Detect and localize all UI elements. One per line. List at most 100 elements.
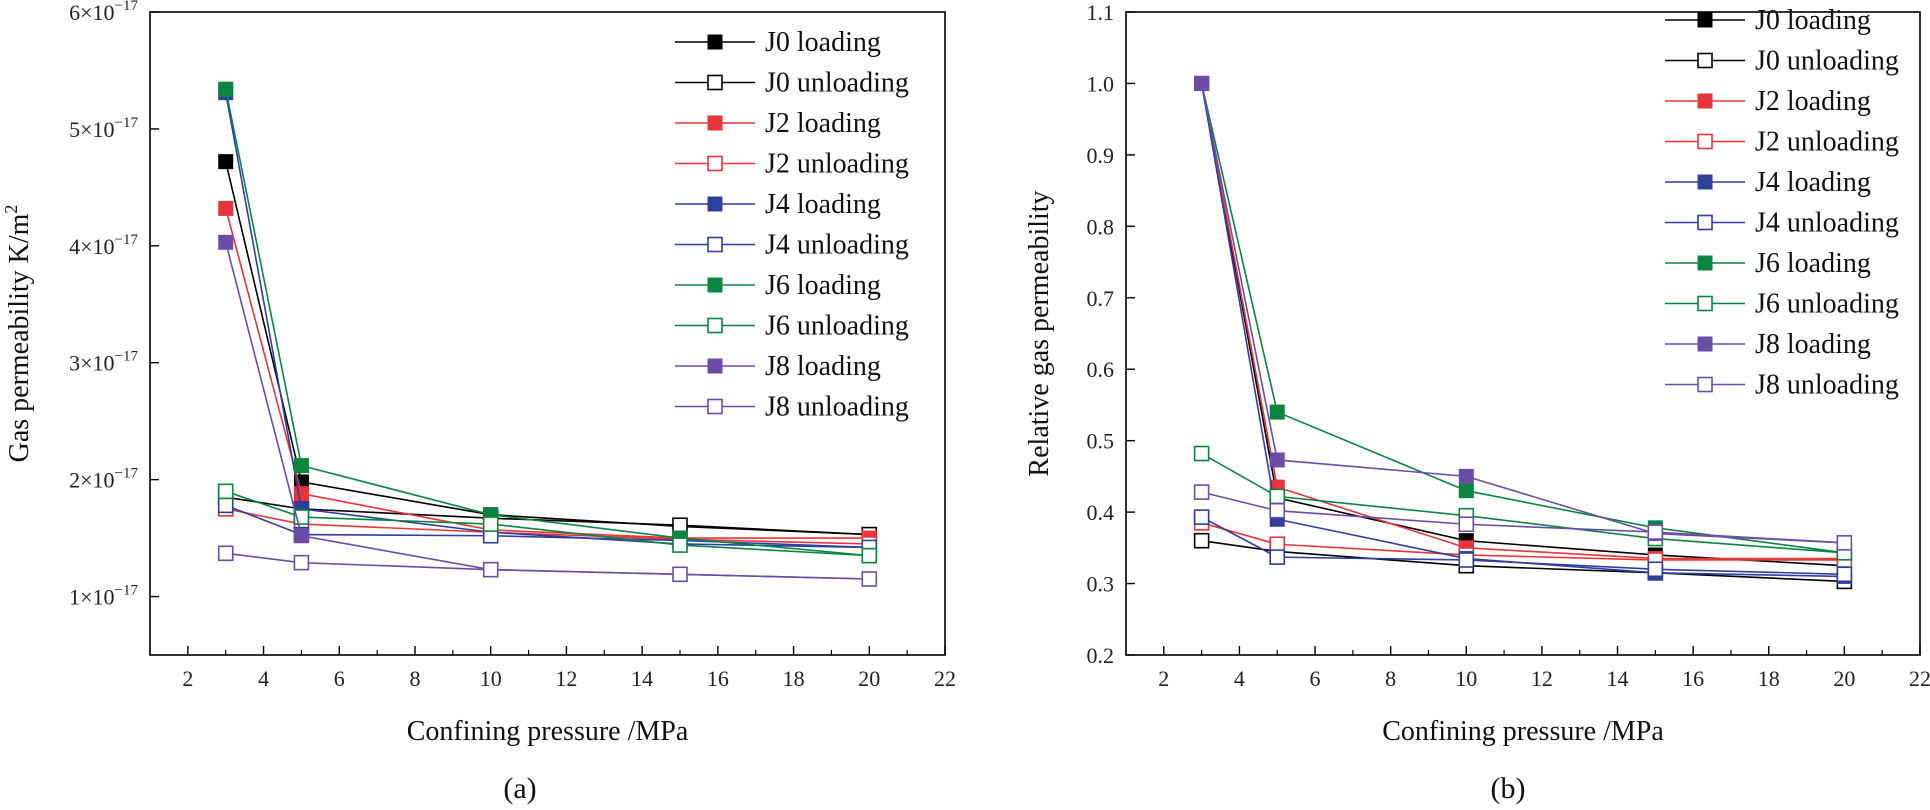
y-tick-mantissa: 6×10 bbox=[69, 0, 114, 25]
y-tick-mantissa: 2×10 bbox=[69, 468, 114, 493]
x-tick-label: 6 bbox=[1310, 666, 1321, 691]
series-j4-unloading bbox=[1193, 509, 1853, 583]
legend-item: J6 unloading bbox=[675, 311, 909, 342]
legend-marker bbox=[1697, 52, 1713, 69]
legend-label: J0 loading bbox=[765, 27, 881, 58]
legend-label: J8 loading bbox=[1755, 329, 1871, 360]
legend-marker bbox=[707, 236, 723, 253]
y-tick-mantissa: 4×10 bbox=[69, 234, 114, 259]
legend-marker bbox=[1697, 255, 1713, 271]
legend-item: J6 loading bbox=[1665, 248, 1871, 279]
data-point bbox=[218, 81, 234, 97]
x-tick-label: 16 bbox=[1682, 666, 1704, 691]
legend-item: J4 unloading bbox=[675, 230, 909, 261]
data-point bbox=[482, 561, 499, 578]
data-point bbox=[218, 200, 234, 216]
legend-marker bbox=[707, 358, 723, 374]
data-point bbox=[1458, 552, 1475, 568]
series-line bbox=[225, 552, 870, 580]
legend-label: J0 loading bbox=[1755, 5, 1871, 36]
data-point bbox=[1269, 502, 1286, 519]
legend-label: J8 unloading bbox=[1755, 370, 1899, 401]
legend-label: J2 unloading bbox=[765, 149, 909, 180]
legend-item: J4 loading bbox=[675, 189, 881, 220]
y-tick-label: 0.6 bbox=[1087, 357, 1115, 382]
data-point bbox=[218, 154, 234, 170]
legend-marker bbox=[1697, 336, 1713, 352]
series-line bbox=[1200, 83, 1845, 554]
y-tick-mantissa: 5×10 bbox=[69, 117, 114, 142]
y-tick-label: 0.8 bbox=[1087, 214, 1115, 239]
legend-item: J6 unloading bbox=[1665, 289, 1899, 320]
legend-item: J4 loading bbox=[1665, 167, 1871, 198]
plot-frame-b bbox=[1125, 11, 1921, 656]
legend-marker bbox=[707, 277, 723, 293]
data-point bbox=[1836, 535, 1853, 551]
data-point bbox=[293, 554, 310, 571]
y-tick-label: 1.1 bbox=[1087, 0, 1115, 25]
y-tick-exponent: −17 bbox=[115, 583, 139, 599]
legend-label: J0 unloading bbox=[765, 68, 909, 99]
legend-item: J8 loading bbox=[675, 351, 881, 382]
legend-label: J4 unloading bbox=[765, 230, 909, 261]
y-tick-exponent: −17 bbox=[115, 0, 139, 14]
x-tick-label: 6 bbox=[334, 666, 345, 691]
legend-item: J6 loading bbox=[675, 270, 881, 301]
panel-label: (a) bbox=[503, 772, 536, 805]
chart-panel-b: 2 4 6 8 10 12 14 16 18 20 22 0.2 0.3 0.4 0.5 0.6 0.7 0.8 0… bbox=[1024, 0, 1930, 805]
legend-label: J2 loading bbox=[1755, 86, 1871, 117]
legend-item: J0 unloading bbox=[1665, 46, 1899, 77]
legend-item: J0 loading bbox=[1665, 5, 1871, 36]
series-j2-loading bbox=[1194, 75, 1852, 567]
y-tick-mantissa: 3×10 bbox=[69, 351, 114, 376]
legend-item: J4 unloading bbox=[1665, 208, 1899, 239]
series-j6-loading bbox=[1194, 75, 1852, 561]
data-point bbox=[1836, 566, 1853, 583]
legend-marker bbox=[1697, 133, 1713, 150]
y-tick-label: 0.5 bbox=[1087, 429, 1115, 454]
series-j6-unloading bbox=[217, 483, 878, 564]
data-point bbox=[1194, 75, 1210, 91]
legend-label: J6 loading bbox=[765, 270, 881, 301]
legend-item: J2 loading bbox=[675, 108, 881, 139]
x-tick-label: 22 bbox=[934, 666, 956, 691]
legend: J0 loading J0 unloading J2 loading J2 unloa… bbox=[675, 27, 909, 423]
legend-marker bbox=[1697, 376, 1713, 393]
y-tick-exponent: −17 bbox=[115, 349, 139, 365]
legend: J0 loading J0 unloading J2 loading J2 unloa… bbox=[1665, 5, 1899, 401]
y-tick-label: 2×10−17 bbox=[69, 466, 138, 493]
x-tick-label: 20 bbox=[858, 666, 880, 691]
y-axis-label: Gas permeability K/m2 bbox=[1, 205, 35, 463]
series-j4-loading bbox=[1194, 75, 1852, 584]
legend-marker bbox=[707, 115, 723, 131]
legend-marker bbox=[1697, 174, 1713, 190]
data-point bbox=[1269, 404, 1285, 420]
y-tick-label: 1×10−17 bbox=[69, 583, 138, 610]
y-tick-label: 0.2 bbox=[1087, 643, 1115, 668]
y-tick-label: 4×10−17 bbox=[69, 232, 138, 259]
data-point bbox=[1458, 516, 1475, 533]
data-point bbox=[1269, 452, 1285, 468]
data-point bbox=[1269, 549, 1286, 565]
legend-marker bbox=[707, 398, 723, 415]
legend-marker bbox=[707, 34, 723, 50]
y-tick-exponent: −17 bbox=[115, 232, 139, 248]
y-tick-label: 0.4 bbox=[1087, 500, 1115, 525]
panel-label: (b) bbox=[1491, 772, 1526, 805]
x-tick-label: 10 bbox=[480, 666, 502, 691]
legend-marker bbox=[707, 196, 723, 212]
x-tick-label: 2 bbox=[182, 666, 193, 691]
legend-item: J8 loading bbox=[1665, 329, 1871, 360]
legend-label: J0 unloading bbox=[1755, 46, 1899, 77]
x-tick-label: 2 bbox=[1158, 666, 1169, 691]
data-point bbox=[218, 234, 234, 250]
y-axis-label-text: Relative gas permeability bbox=[1024, 190, 1055, 476]
legend-item: J2 unloading bbox=[675, 149, 909, 180]
x-axis-label: Confining pressure /MPa bbox=[407, 716, 689, 747]
data-point bbox=[1193, 445, 1210, 462]
data-point bbox=[217, 483, 234, 500]
data-point bbox=[861, 571, 878, 587]
y-tick-label: 3×10−17 bbox=[69, 349, 138, 376]
data-point bbox=[672, 537, 688, 553]
